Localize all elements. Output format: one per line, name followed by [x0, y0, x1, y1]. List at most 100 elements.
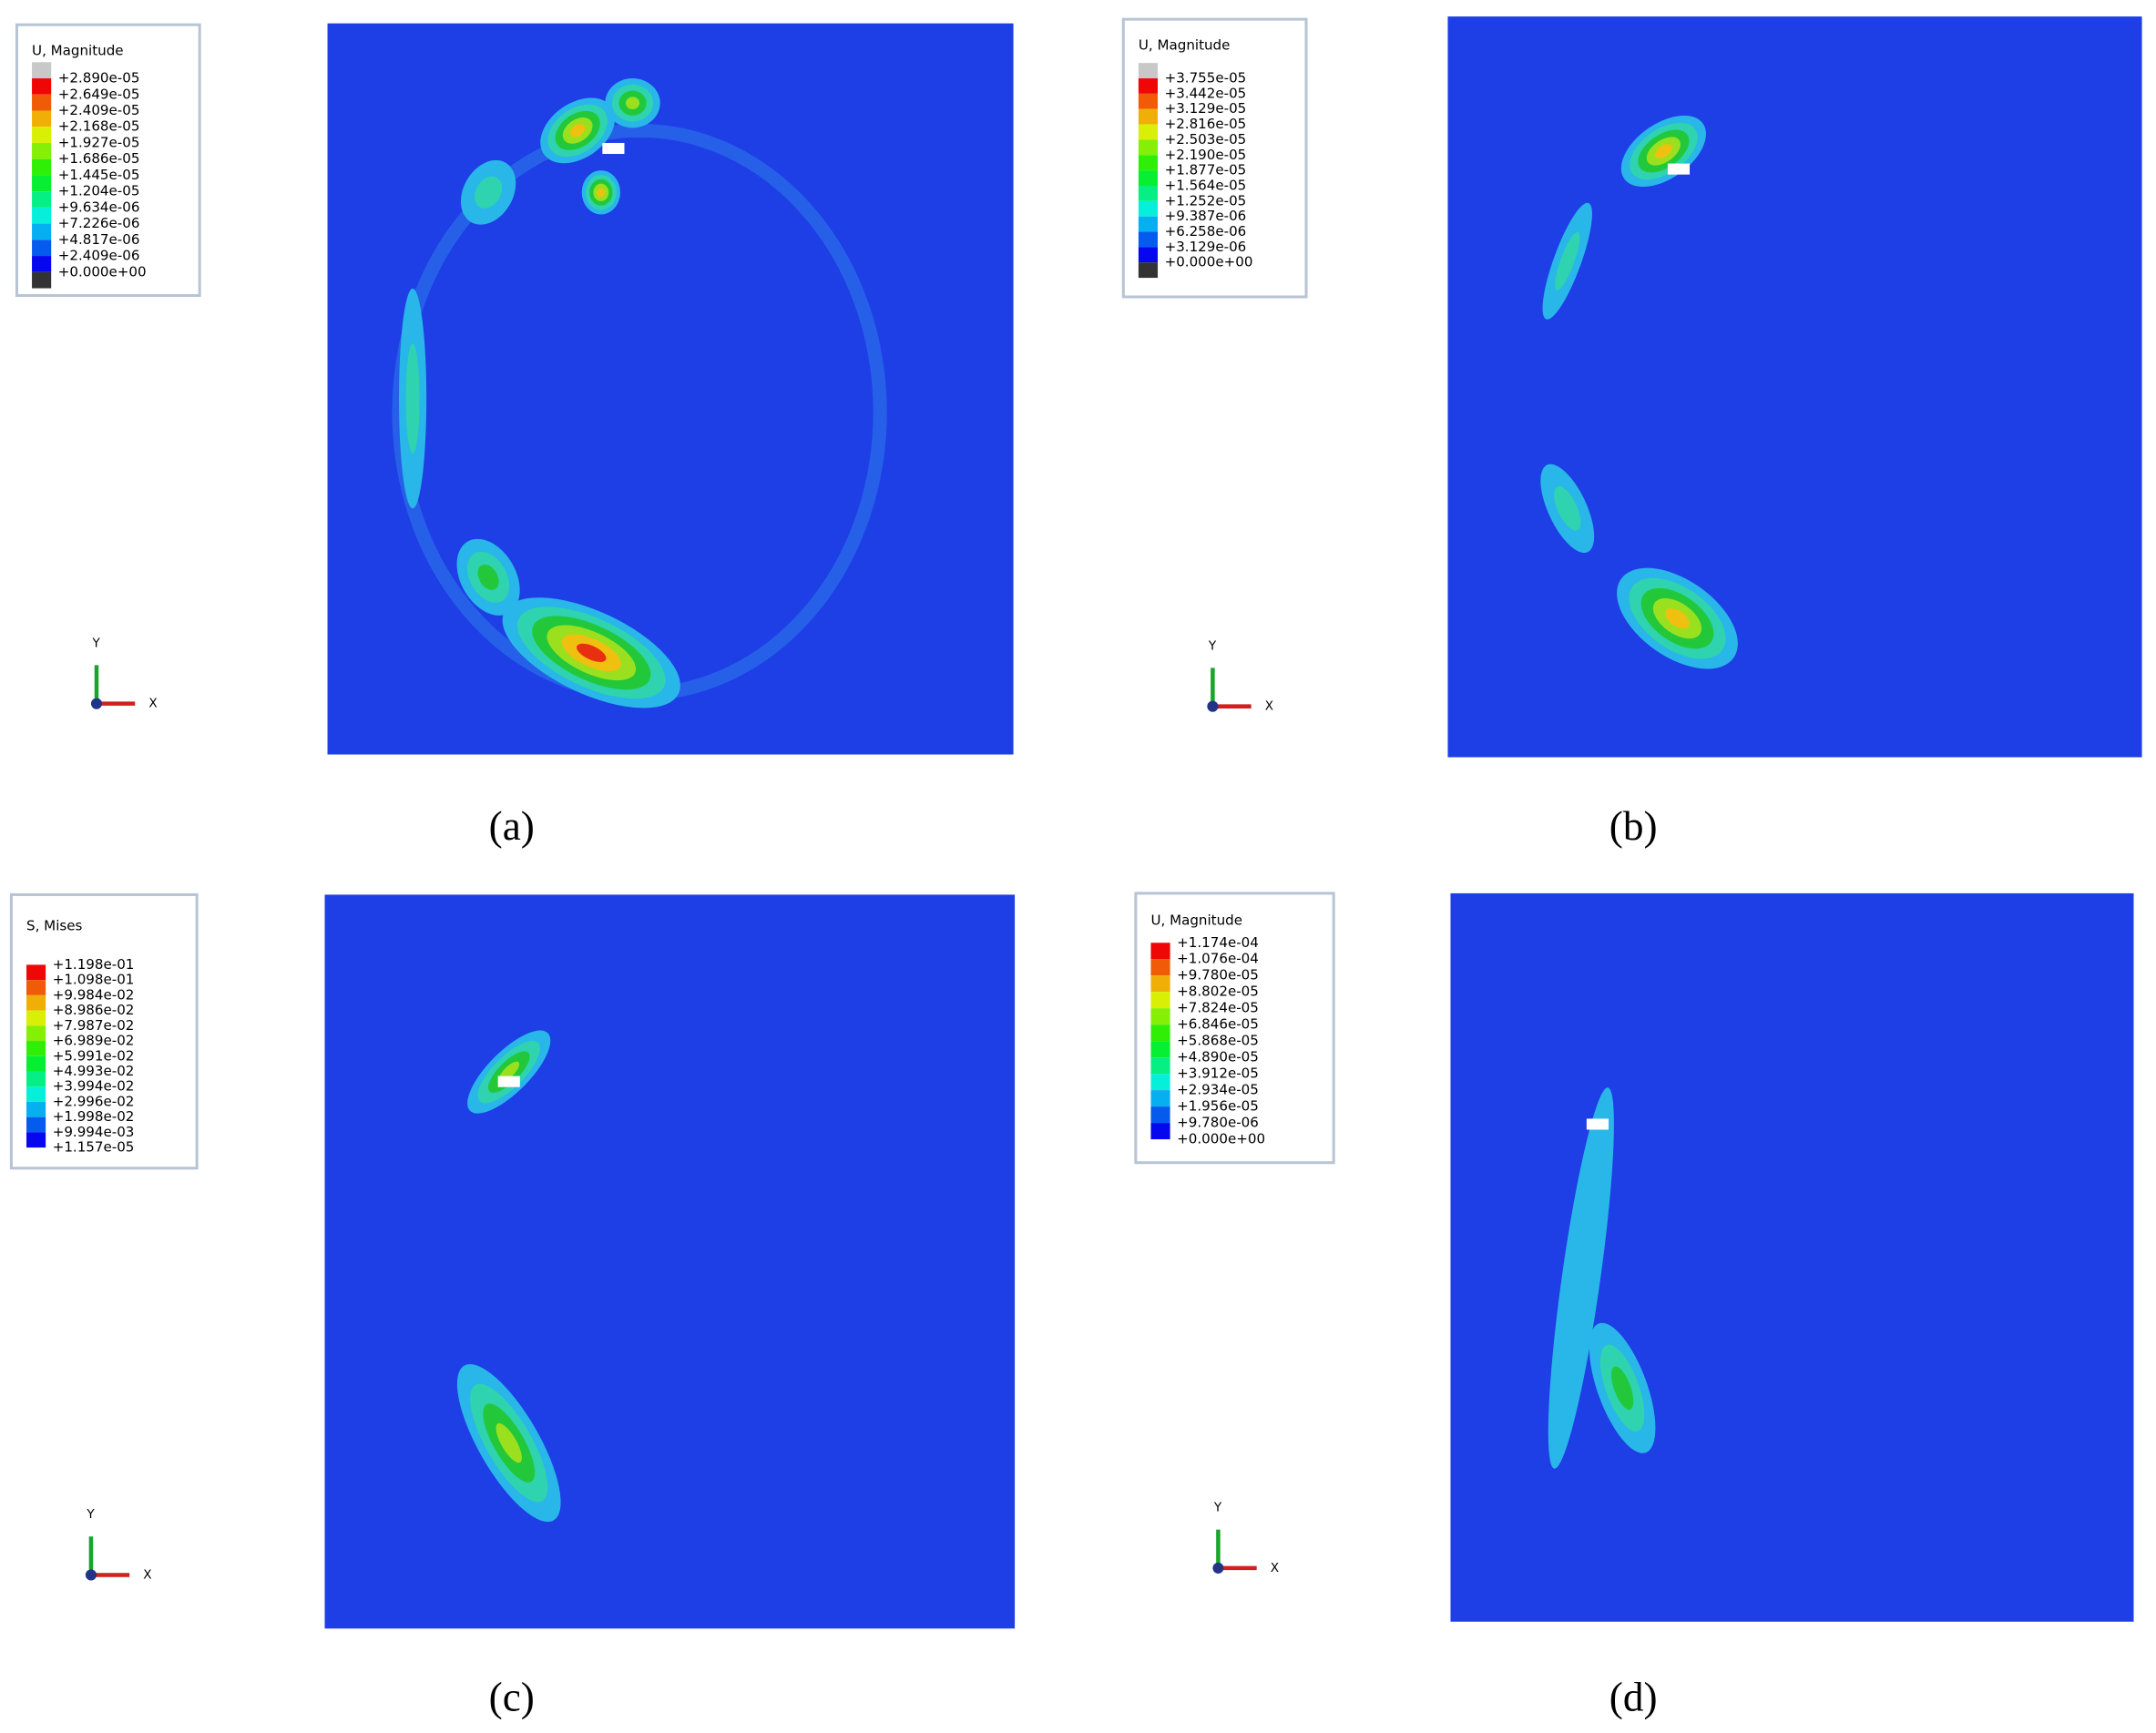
legend-swatch — [32, 175, 52, 192]
legend-swatch — [32, 62, 52, 79]
legend-swatch — [26, 1132, 46, 1148]
contour-blob — [576, 643, 607, 662]
legend-label: +7.824e-05 — [1177, 1000, 1259, 1016]
legend-label: +1.445e-05 — [58, 167, 140, 183]
legend-swatch — [26, 1101, 46, 1117]
legend-swatch — [1150, 1025, 1170, 1042]
legend-label: +2.503e-05 — [1165, 131, 1247, 148]
legend-swatch — [1150, 1074, 1170, 1091]
plot-field — [324, 894, 1016, 1629]
legend-label: +2.168e-05 — [58, 118, 140, 135]
legend-label: +1.686e-05 — [58, 150, 140, 167]
legend-label: +1.956e-05 — [1177, 1098, 1259, 1115]
legend-swatch — [1150, 1123, 1170, 1140]
legend-label: +9.780e-05 — [1177, 967, 1259, 984]
legend-swatch — [26, 1041, 46, 1056]
legend-label: +1.157e-05 — [53, 1139, 135, 1156]
legend-label: +2.649e-05 — [58, 86, 140, 102]
panel: U, Magnitude+2.890e-05+2.649e-05+2.409e-… — [15, 23, 1014, 849]
legend-swatch — [1150, 992, 1170, 1009]
caption: (a) — [489, 803, 535, 849]
legend-label: +9.994e-03 — [53, 1124, 135, 1140]
axis-label-x: X — [1265, 699, 1273, 714]
legend-label: +2.409e-05 — [58, 102, 140, 118]
legend-swatch — [26, 1055, 46, 1072]
crack-marker — [1667, 163, 1691, 175]
legend-swatch — [1150, 959, 1170, 976]
legend-label: +4.890e-05 — [1177, 1049, 1259, 1065]
legend-label: +3.755e-05 — [1165, 70, 1247, 87]
legend-swatch — [1138, 78, 1159, 94]
legend-label: +1.198e-01 — [53, 956, 135, 973]
legend-swatch — [1138, 124, 1159, 140]
axis-origin — [85, 1569, 97, 1581]
axis-origin — [1207, 700, 1219, 712]
contour-blob — [1611, 1366, 1634, 1411]
legend-swatch — [26, 1116, 46, 1133]
legend-label: +9.634e-06 — [58, 199, 140, 215]
legend-label: +3.912e-05 — [1177, 1065, 1259, 1082]
legend-swatch — [1150, 1106, 1170, 1124]
legend-title: U, Magnitude — [32, 42, 124, 58]
caption: (d) — [1609, 1675, 1658, 1720]
legend-label: +1.076e-04 — [1177, 951, 1259, 967]
legend-swatch — [1150, 1057, 1170, 1075]
legend-label: +0.000e+00 — [1177, 1131, 1265, 1147]
legend-swatch — [1138, 247, 1159, 263]
legend-swatch — [32, 94, 52, 111]
contour-blob — [1555, 231, 1580, 291]
legend-label: +1.564e-05 — [1165, 177, 1247, 193]
plot-field — [1450, 892, 2134, 1622]
legend-swatch — [32, 191, 52, 208]
legend-swatch — [1138, 170, 1159, 186]
axis-label-y: Y — [1208, 638, 1217, 653]
legend-label: +9.984e-02 — [53, 986, 135, 1003]
legend-label: +9.387e-06 — [1165, 208, 1247, 224]
legend-title: U, Magnitude — [1150, 912, 1242, 929]
legend-swatch — [32, 110, 52, 127]
legend-swatch — [1150, 975, 1170, 993]
legend-label: +1.174e-04 — [1177, 934, 1259, 951]
caption: (b) — [1609, 803, 1658, 849]
axis-origin — [90, 698, 103, 709]
legend-swatch — [26, 1086, 46, 1102]
legend-swatch — [1150, 1041, 1170, 1058]
legend-label: +1.998e-02 — [53, 1108, 135, 1125]
legend-label: +2.996e-02 — [53, 1093, 135, 1109]
legend-swatch — [32, 158, 52, 176]
legend-swatch — [26, 1025, 46, 1042]
legend-swatch — [32, 223, 52, 240]
legend-swatch — [1138, 231, 1159, 248]
legend-label: +5.991e-02 — [53, 1047, 135, 1064]
legend-swatch — [26, 1010, 46, 1026]
legend-label: +0.000e+00 — [1165, 254, 1253, 270]
legend-title: U, Magnitude — [1139, 36, 1231, 53]
contour-blob — [1655, 144, 1672, 158]
legend-label: +8.986e-02 — [53, 1002, 135, 1018]
legend-label: +9.780e-06 — [1177, 1115, 1259, 1131]
legend-label: +7.987e-02 — [53, 1017, 135, 1034]
axis-label-x: X — [143, 1567, 151, 1582]
contour-blob — [1548, 1087, 1614, 1469]
legend-swatch — [1150, 943, 1170, 960]
legend-label: +4.817e-06 — [58, 231, 140, 248]
crack-marker — [497, 1075, 520, 1087]
legend-label: +0.000e+00 — [58, 263, 147, 280]
legend-label: +3.994e-02 — [53, 1078, 135, 1095]
legend-label: +1.204e-05 — [58, 183, 140, 199]
axis-label-y: Y — [86, 1507, 95, 1522]
legend-label: +1.098e-01 — [53, 972, 135, 988]
contour-blob — [597, 188, 606, 198]
legend-swatch — [1138, 155, 1159, 171]
legend-swatch — [1138, 185, 1159, 201]
contour-blob — [475, 176, 503, 209]
legend-swatch — [32, 142, 52, 159]
legend-swatch — [26, 980, 46, 995]
contour-blob — [1665, 608, 1690, 629]
legend-title: S, Mises — [26, 918, 82, 934]
legend-swatch — [1138, 108, 1159, 125]
legend-swatch — [1150, 1008, 1170, 1025]
legend-swatch — [32, 271, 52, 289]
